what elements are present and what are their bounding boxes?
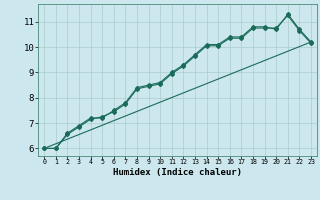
- X-axis label: Humidex (Indice chaleur): Humidex (Indice chaleur): [113, 168, 242, 177]
